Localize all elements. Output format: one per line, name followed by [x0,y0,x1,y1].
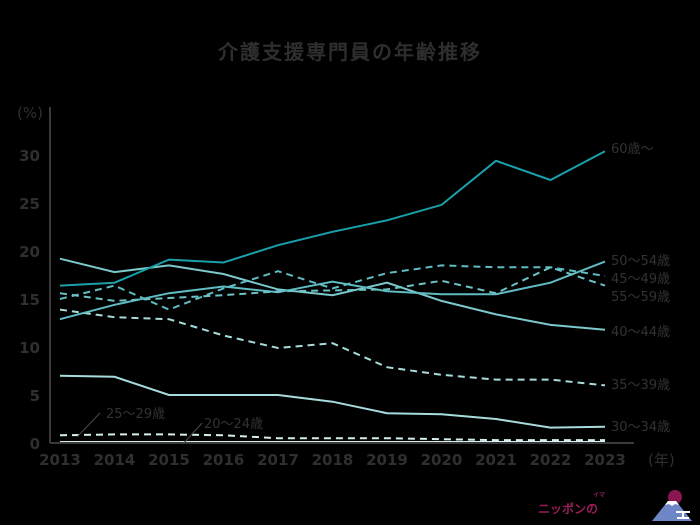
x-tick-label: 2018 [312,451,354,469]
y-tick-label: 15 [19,291,40,309]
y-tick-label: 30 [19,147,40,165]
series-line [59,257,606,331]
x-tick-label: 2016 [203,451,245,469]
tick-labels: 0 5 10 15 20 25 30 2013 2014 2015 2016 2017 2018 2019… [19,147,626,469]
mount-fuji-icon [652,490,692,521]
leader-line-20-24 [182,422,203,445]
leader-line-25-29 [76,412,101,438]
chart-title: 介護支援専門員の年齢推移 [218,40,482,64]
y-tick-label: 20 [19,243,40,261]
x-tick-label: 2021 [475,451,517,469]
series-label: 25〜29歳 [106,407,165,422]
series-layer [59,150,606,443]
y-axis-unit: (%) [17,104,43,122]
brand-logo: イマ ニッポンの [538,490,698,522]
series-label: 55〜59歳 [611,290,670,305]
x-tick-label: 2023 [584,451,626,469]
x-tick-label: 2019 [366,451,408,469]
series-label: 20〜24歳 [204,417,263,432]
x-tick-label: 2020 [421,451,463,469]
y-tick-label: 10 [19,339,40,357]
x-tick-label: 2022 [530,451,572,469]
axes [49,107,634,444]
x-tick-label: 2013 [39,451,81,469]
series-line [59,374,606,429]
series-line [59,308,606,387]
series-label: 60歳〜 [611,142,654,157]
brand-ruby: イマ [593,492,606,499]
series-label: 50〜54歳 [611,254,670,269]
series-labels: 60歳〜 50〜54歳 45〜49歳 55〜59歳 40〜44歳 35〜39歳 30〜34歳… [106,142,670,435]
series-label: 30〜34歳 [611,420,670,435]
brand-text: ニッポンの [538,502,599,516]
y-tick-label: 25 [19,195,40,213]
series-label: 40〜44歳 [611,325,670,340]
series-line [59,260,606,321]
x-tick-label: 2014 [94,451,136,469]
series-line [59,433,605,442]
series-line [59,150,606,287]
y-tick-label: 5 [30,387,40,405]
y-tick-label: 0 [30,435,40,453]
x-tick-label: 2015 [148,451,190,469]
series-label: 45〜49歳 [611,272,670,287]
x-axis-unit: (年) [648,451,675,469]
x-tick-label: 2017 [257,451,299,469]
series-label: 35〜39歳 [611,378,670,393]
series-line [59,266,606,302]
series-line [59,264,606,311]
